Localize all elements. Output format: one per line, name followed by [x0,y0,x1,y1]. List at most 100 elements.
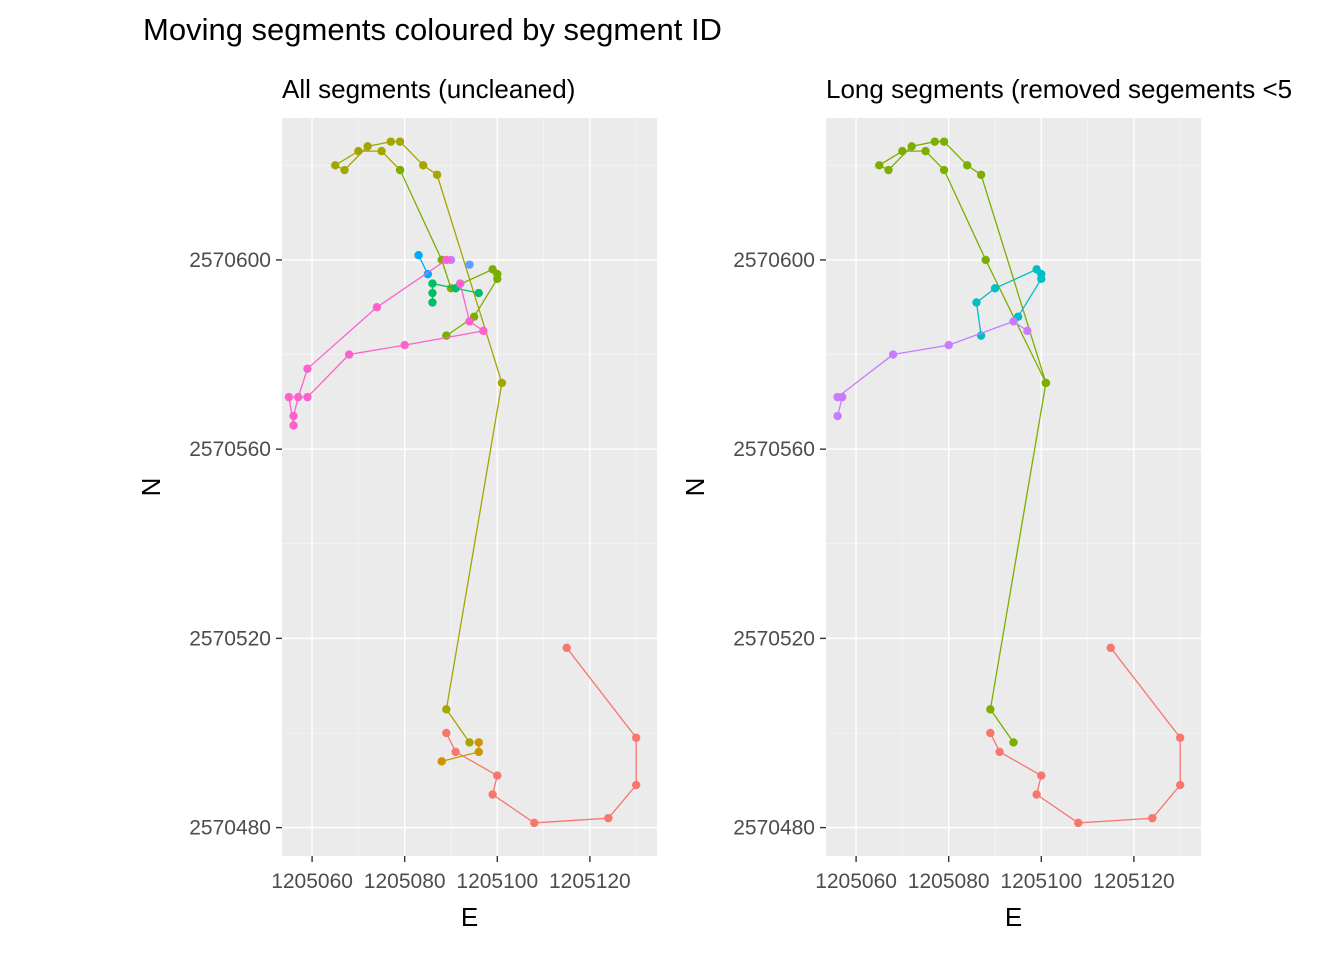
x-tick-label: 1205080 [364,870,446,893]
data-point [294,392,303,402]
data-point [1041,378,1051,388]
data-point [884,165,893,175]
x-tick-label: 1205100 [1000,870,1082,893]
series-1 [437,738,483,766]
data-point [898,146,907,156]
series-0 [442,643,641,828]
data-point [875,161,884,170]
data-point [604,813,613,823]
data-point [1037,771,1046,780]
x-axis-title: E [1005,902,1022,932]
data-point [1009,738,1018,747]
data-point [1175,733,1185,742]
data-point [479,326,488,336]
data-point [303,364,312,373]
panel-long-segments: 1205060 1205080 1205100 1205120 2570480 25705… [680,74,1292,932]
data-point [451,747,460,757]
x-tick-label: 1205120 [549,870,631,893]
data-point [354,146,363,156]
data-point [976,170,986,179]
data-point [497,378,507,388]
data-point [303,392,312,402]
data-point [986,705,995,714]
data-point [981,255,990,265]
series-4 [428,279,483,307]
data-point [474,288,483,298]
data-point [1009,317,1018,326]
data-point [423,269,433,279]
data-point [428,279,437,288]
data-point [838,392,847,402]
data-point [888,350,898,359]
data-point [377,146,386,156]
y-tick-label: 2570520 [733,627,815,650]
data-point [921,146,930,156]
data-point [963,161,972,170]
data-point [437,757,446,766]
series-1 [875,137,1051,747]
y-tick-label: 2570600 [189,249,271,272]
data-point [432,170,442,179]
data-point [386,137,395,146]
data-point [372,303,382,312]
data-point [456,279,465,288]
data-point [1023,326,1032,336]
data-point [493,274,502,284]
data-point [972,298,981,307]
data-point [442,705,451,714]
series-2 [972,265,1046,340]
data-point [1148,813,1157,823]
data-point [414,250,423,260]
data-point [289,411,298,421]
figure-title: Moving segments coloured by segment ID [143,12,722,47]
y-tick-label: 2570560 [189,438,271,461]
y-tick-label: 2570600 [733,249,815,272]
data-point [939,165,949,175]
data-point [442,255,451,265]
data-point [474,738,483,747]
data-point [631,733,641,742]
panel-subtitle: All segments (uncleaned) [282,74,575,104]
data-point [465,260,474,269]
x-axis-title: E [461,902,478,932]
x-tick-label: 1205100 [456,870,538,893]
data-point [990,284,1000,293]
panel-subtitle: Long segments (removed segements <5 [826,74,1292,104]
data-point [395,137,405,146]
data-point [1032,790,1041,799]
y-axis-title: N [680,478,710,497]
data-point [442,728,451,738]
data-point [631,780,641,790]
data-point [395,165,405,175]
series-3 [833,317,1032,421]
data-point [907,142,916,151]
x-tick-label: 1205060 [815,870,897,893]
data-point [930,137,939,146]
data-point [340,165,349,175]
data-point [465,317,474,326]
data-point [419,161,428,170]
data-point [530,818,539,828]
y-tick-label: 2570480 [733,817,815,840]
y-tick-label: 2570480 [189,817,271,840]
data-point [1037,274,1046,284]
y-tick-label: 2570560 [733,438,815,461]
data-point [493,771,502,780]
y-axis-title: N [136,478,166,497]
data-point [331,161,340,170]
data-point [986,728,995,738]
data-point [1175,780,1185,790]
data-point [289,421,298,430]
series-6 [414,250,433,279]
series-9 [284,255,488,430]
data-point [400,340,409,350]
x-tick-label: 1205060 [271,870,353,893]
data-point [428,298,437,307]
series-7 [465,260,474,269]
data-point [363,142,372,151]
data-point [284,392,294,402]
data-point [1074,818,1083,828]
series-0 [986,643,1185,828]
x-tick-label: 1205080 [908,870,990,893]
data-point [488,790,497,799]
